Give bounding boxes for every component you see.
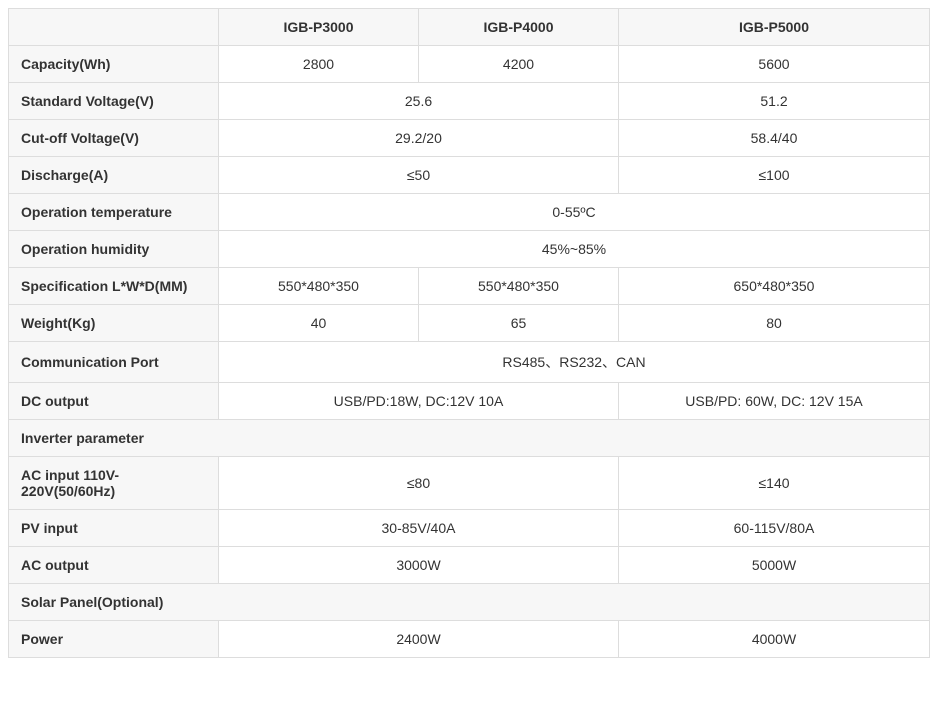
cell-value: 51.2: [619, 83, 930, 120]
row-label: Discharge(A): [9, 157, 219, 194]
table-row: Specification L*W*D(MM)550*480*350550*48…: [9, 268, 930, 305]
col-header-0: IGB-P3000: [219, 9, 419, 46]
cell-value: 25.6: [219, 83, 619, 120]
row-label: DC output: [9, 383, 219, 420]
cell-value: RS485、RS232、CAN: [219, 342, 930, 383]
cell-value: 4200: [419, 46, 619, 83]
table-row: Capacity(Wh)280042005600: [9, 46, 930, 83]
cell-value: 2800: [219, 46, 419, 83]
table-row: AC input 110V-220V(50/60Hz)≤80≤140: [9, 457, 930, 510]
row-label: Capacity(Wh): [9, 46, 219, 83]
row-label: AC output: [9, 547, 219, 584]
table-row: Standard Voltage(V)25.651.2: [9, 83, 930, 120]
cell-value: 29.2/20: [219, 120, 619, 157]
cell-value: 5600: [619, 46, 930, 83]
cell-value: 0-55ºC: [219, 194, 930, 231]
row-label: Power: [9, 621, 219, 658]
corner-cell: [9, 9, 219, 46]
table-header-row: IGB-P3000 IGB-P4000 IGB-P5000: [9, 9, 930, 46]
row-label: Cut-off Voltage(V): [9, 120, 219, 157]
table-row: PV input30-85V/40A60-115V/80A: [9, 510, 930, 547]
row-label: Operation temperature: [9, 194, 219, 231]
table-row: DC outputUSB/PD:18W, DC:12V 10AUSB/PD: 6…: [9, 383, 930, 420]
table-row: Operation humidity45%~85%: [9, 231, 930, 268]
row-label: AC input 110V-220V(50/60Hz): [9, 457, 219, 510]
table-row: AC output3000W5000W: [9, 547, 930, 584]
cell-value: 45%~85%: [219, 231, 930, 268]
cell-value: 80: [619, 305, 930, 342]
cell-value: 650*480*350: [619, 268, 930, 305]
cell-value: 60-115V/80A: [619, 510, 930, 547]
table-row: Discharge(A)≤50≤100: [9, 157, 930, 194]
table-row: Power2400W4000W: [9, 621, 930, 658]
cell-value: USB/PD: 60W, DC: 12V 15A: [619, 383, 930, 420]
cell-value: USB/PD:18W, DC:12V 10A: [219, 383, 619, 420]
cell-value: 65: [419, 305, 619, 342]
section-label: Solar Panel(Optional): [9, 584, 930, 621]
row-label: Communication Port: [9, 342, 219, 383]
cell-value: 550*480*350: [219, 268, 419, 305]
table-row: Inverter parameter: [9, 420, 930, 457]
row-label: Operation humidity: [9, 231, 219, 268]
cell-value: ≤100: [619, 157, 930, 194]
row-label: Specification L*W*D(MM): [9, 268, 219, 305]
row-label: Standard Voltage(V): [9, 83, 219, 120]
cell-value: 40: [219, 305, 419, 342]
cell-value: ≤50: [219, 157, 619, 194]
table-row: Operation temperature0-55ºC: [9, 194, 930, 231]
row-label: Weight(Kg): [9, 305, 219, 342]
cell-value: 550*480*350: [419, 268, 619, 305]
cell-value: ≤140: [619, 457, 930, 510]
table-row: Communication PortRS485、RS232、CAN: [9, 342, 930, 383]
cell-value: 5000W: [619, 547, 930, 584]
cell-value: 2400W: [219, 621, 619, 658]
section-label: Inverter parameter: [9, 420, 930, 457]
col-header-2: IGB-P5000: [619, 9, 930, 46]
cell-value: 58.4/40: [619, 120, 930, 157]
table-row: Weight(Kg)406580: [9, 305, 930, 342]
col-header-1: IGB-P4000: [419, 9, 619, 46]
row-label: PV input: [9, 510, 219, 547]
table-row: Cut-off Voltage(V)29.2/2058.4/40: [9, 120, 930, 157]
spec-table: IGB-P3000 IGB-P4000 IGB-P5000 Capacity(W…: [8, 8, 930, 658]
table-row: Solar Panel(Optional): [9, 584, 930, 621]
cell-value: 3000W: [219, 547, 619, 584]
cell-value: ≤80: [219, 457, 619, 510]
cell-value: 30-85V/40A: [219, 510, 619, 547]
cell-value: 4000W: [619, 621, 930, 658]
